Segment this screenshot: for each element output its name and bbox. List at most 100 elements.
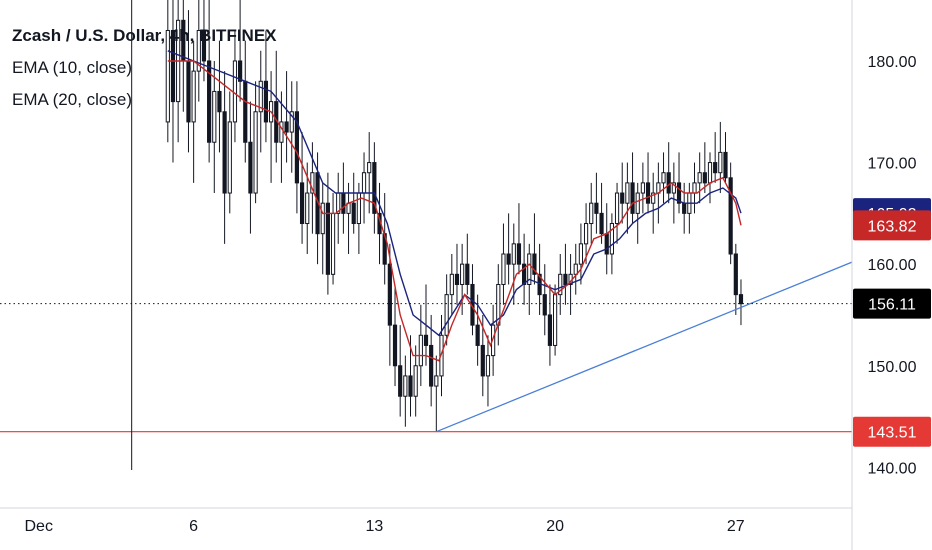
candle [583,203,589,265]
candle-body [294,111,300,184]
support-price-badge: 143.51 [853,416,931,447]
candle [238,0,243,102]
candle [723,132,728,183]
candle-body [170,29,176,103]
candle [367,132,372,214]
candle [263,30,269,143]
candle-body [361,172,367,194]
candle-body [718,151,723,174]
candle [702,142,707,194]
candle-body [289,111,294,133]
candle [460,243,465,315]
candle [361,152,367,224]
candle-body [522,263,527,285]
candle [599,182,604,244]
candle-body [609,223,614,255]
candle [542,264,547,336]
candle [728,162,733,265]
current-price-badge-label: 156.11 [868,297,916,314]
candle-body [651,192,656,204]
candle-body [320,202,325,235]
y-tick-label: 160.00 [868,257,917,274]
candle [614,182,620,244]
candle-body [501,253,506,285]
candle [398,325,403,417]
candle-body [697,172,702,184]
y-tick-label: 170.00 [868,156,917,173]
candle-body [449,273,454,296]
candle [594,172,599,234]
candle [330,193,336,285]
candle [661,152,666,204]
candle-body [356,192,361,225]
candle-body [222,111,227,194]
candle [687,182,692,234]
candle-body [413,365,418,397]
candle [429,314,434,407]
candle [196,0,201,102]
candle-body [671,182,676,194]
candle [284,71,289,163]
candle [511,223,516,305]
candle-body [542,294,547,316]
candle [738,279,744,326]
ema-layer [167,50,742,362]
candle-body [284,121,289,133]
candle-body [227,121,232,194]
candle [713,132,718,183]
candle [501,223,506,305]
candle [506,213,511,285]
candle [444,274,449,346]
candle-body [480,344,485,377]
candle-body [315,172,320,235]
candle [537,243,542,315]
candle [609,213,614,275]
candle-body [640,182,645,194]
candle-body [532,253,537,275]
candle-body [552,294,558,346]
candle [170,0,176,163]
candle [320,182,325,275]
candle [336,172,341,244]
candle-body [604,233,609,255]
candle [532,213,537,285]
candle-body [516,243,522,265]
candle-body [661,172,666,184]
candle-body [573,263,578,275]
candle-body [341,192,346,214]
candle-body [351,202,356,225]
candle [418,304,423,387]
candle-body [547,314,553,346]
candle [485,335,491,407]
candle-body [475,324,480,346]
candle [676,152,682,214]
candle [413,345,418,417]
candle [475,294,480,366]
candle-body [589,202,594,225]
candle [191,40,196,183]
candle [217,40,222,153]
candle-body [408,375,413,397]
candle-body [387,263,392,326]
candle-body [418,334,423,367]
candle [522,233,527,305]
candle [547,284,553,366]
candle [496,264,501,346]
candle [692,162,697,214]
current-price-badge-bg [853,288,931,319]
candle-body [578,243,584,265]
candle-body [212,90,217,143]
candle [707,152,713,204]
candle-body [460,263,465,285]
candle-body [403,375,408,397]
candle-body [429,344,434,387]
candle [465,233,470,295]
candle-body [258,80,263,113]
candle [248,101,253,234]
candle-body [614,192,620,225]
candle-body [723,151,728,179]
candle [651,172,656,234]
candle-body [527,253,532,285]
